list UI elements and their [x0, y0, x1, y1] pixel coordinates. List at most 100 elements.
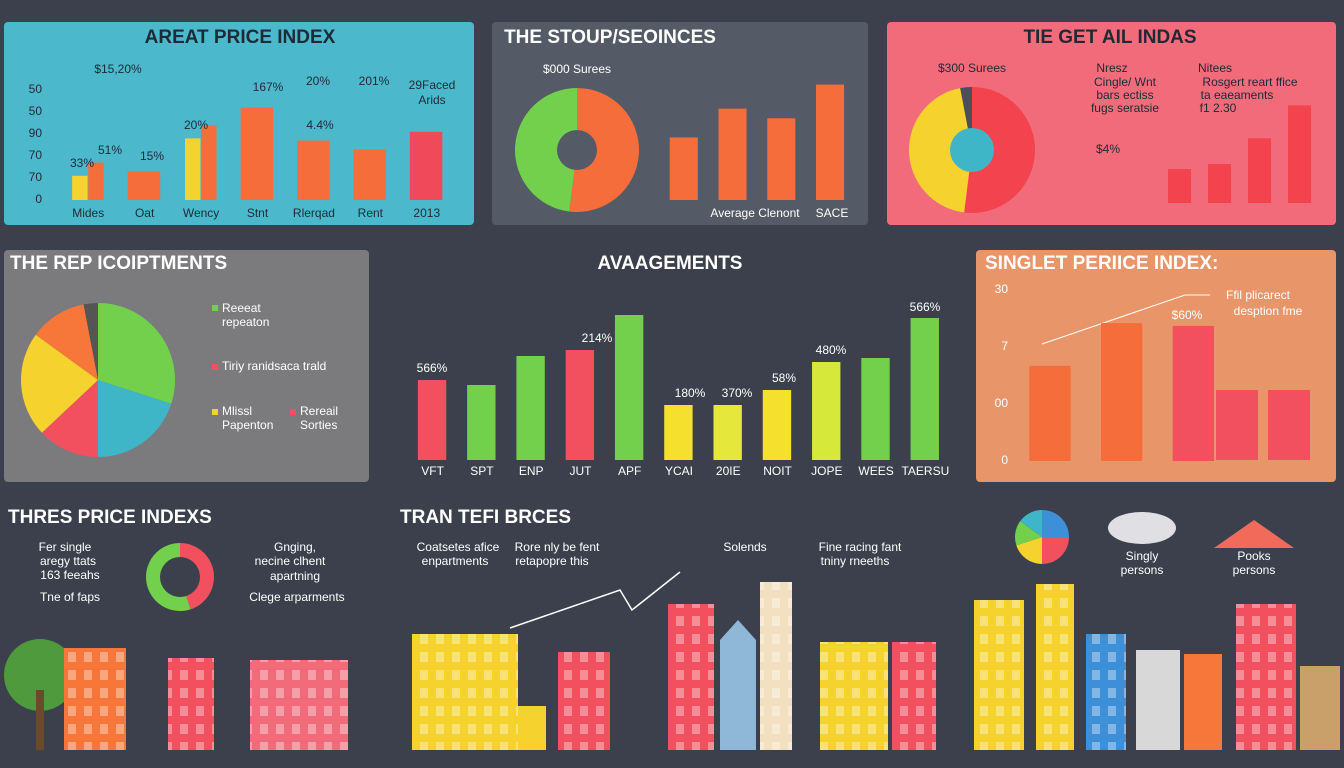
bar: [565, 350, 595, 460]
pie-slice: [83, 303, 98, 380]
chart-title: SINGLET PERIICE INDEX:: [985, 253, 1218, 274]
bar: [72, 175, 88, 200]
x-tick-label: TAERSU: [901, 464, 949, 478]
windows: [1036, 584, 1074, 750]
windows: [412, 634, 518, 750]
building: [1136, 650, 1180, 750]
y-tick-label: 50: [29, 82, 43, 96]
x-tick-label: Rlerqad: [293, 206, 335, 220]
bar: [88, 162, 104, 200]
trend-arrow: [509, 571, 681, 629]
cloud: [1108, 512, 1176, 544]
legend-marker: [212, 409, 218, 415]
annotation: Nitees: [1198, 61, 1232, 75]
annotation: Reeeat: [222, 301, 261, 315]
annotation: Papenton: [222, 418, 273, 432]
bar: [467, 385, 496, 460]
x-tick-label: VFT: [421, 464, 444, 478]
legend-markers: [212, 305, 296, 415]
annotation: 566%: [910, 300, 941, 314]
pie-slice: [909, 88, 972, 213]
annotation: Singly: [1126, 549, 1159, 563]
annotation: Gnging,: [274, 540, 316, 554]
bar: [812, 362, 841, 460]
bar: [417, 380, 447, 460]
footer-text: enpartments: [422, 554, 489, 568]
x-tick-label: YCAI: [665, 464, 693, 478]
annotation: fugs seratsie: [1091, 101, 1159, 115]
y-tick-label: 00: [995, 396, 1009, 410]
building: [1184, 654, 1222, 750]
section-title: TRAN TEFI BRCES: [400, 507, 571, 528]
annotation: 15%: [140, 149, 164, 163]
tent: [1214, 520, 1294, 548]
windows: [1086, 634, 1126, 750]
annotation: Clege arparments: [249, 590, 344, 604]
y-tick-label: 70: [29, 170, 43, 184]
bar: [1029, 365, 1071, 461]
building: [1268, 390, 1310, 460]
windows: [820, 642, 888, 750]
legend-marker: [212, 364, 218, 370]
x-tick-label: WEES: [858, 464, 893, 478]
bar: [240, 107, 274, 200]
annotation: persons: [1233, 563, 1276, 577]
x-tick-label: Stnt: [247, 206, 269, 220]
x-tick-label: Mides: [72, 206, 104, 220]
pie-slice: [41, 380, 98, 457]
x-tick-label: ENP: [519, 464, 544, 478]
annotation: 167%: [253, 80, 284, 94]
annotation: $60%: [1172, 308, 1203, 322]
bar: [127, 171, 161, 200]
bar: [664, 405, 693, 460]
windows: [974, 600, 1024, 750]
annotation: 201%: [359, 74, 390, 88]
annotation: 58%: [772, 371, 796, 385]
x-tick-label: SPT: [470, 464, 494, 478]
tree: [4, 639, 76, 711]
annotation: aregy ttats: [40, 554, 96, 568]
bar: [614, 315, 644, 460]
bar: [1101, 323, 1143, 461]
footer-text: tniny rneeths: [821, 554, 890, 568]
annotation: desption fme: [1234, 304, 1303, 318]
building: [1300, 666, 1340, 750]
buildings: [4, 294, 1340, 750]
bar: [1288, 105, 1312, 203]
footer-text: Coatsetes afice: [417, 540, 500, 554]
pie-slice: [569, 88, 639, 212]
pie-slice: [98, 380, 172, 457]
annotation: ta eaeaments: [1201, 88, 1274, 102]
windows: [1236, 604, 1296, 750]
x-tick-label: NOIT: [763, 464, 792, 478]
pie-slice: [1042, 510, 1069, 537]
x-tick-label: Oat: [135, 206, 155, 220]
annotation: SACE: [816, 206, 849, 220]
annotation: 33%: [70, 156, 94, 170]
x-tick-label: Rent: [358, 206, 384, 220]
bar: [409, 131, 443, 200]
annotation: 480%: [816, 343, 847, 357]
building: [1216, 390, 1258, 460]
bar: [669, 137, 698, 200]
tree-trunk: [36, 690, 44, 750]
annotation: Nresz: [1096, 61, 1127, 75]
bar: [767, 118, 796, 200]
annotation: 163 feeahs: [40, 568, 99, 582]
annotation: $000 Surees: [543, 62, 611, 76]
annotation: 566%: [417, 361, 448, 375]
chart-title: THRES PRICE INDEXS: [8, 507, 212, 528]
chart-title: THE STOUP/SEOINCES: [504, 27, 716, 48]
windows: [892, 642, 936, 750]
y-tick-label: 90: [29, 126, 43, 140]
x-tick-label: 2013: [413, 206, 440, 220]
legend-marker: [212, 305, 218, 311]
bar: [353, 149, 386, 200]
legend-marker: [290, 409, 296, 415]
annotation: Ffil plicarect: [1226, 288, 1291, 302]
x-tick-label: 20IE: [716, 464, 741, 478]
pie-slice: [35, 304, 98, 380]
y-tick-label: 7: [1001, 339, 1008, 353]
bar: [201, 125, 217, 200]
bar: [1248, 138, 1272, 203]
